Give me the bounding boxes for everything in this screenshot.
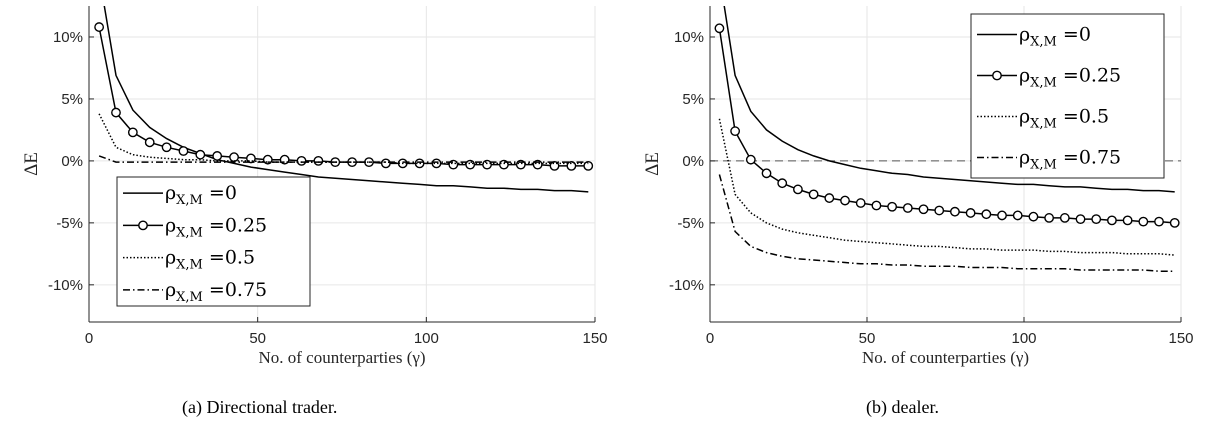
legend-marker [992,70,1002,81]
x-tick-label: 0 [85,330,93,347]
panel-caption: (b) dealer. [866,397,939,418]
data-point-marker [761,168,772,179]
data-point-marker [1091,214,1102,225]
data-point-marker [583,160,594,171]
legend-label-0: ρX,M =0 [1019,24,1091,50]
data-point-marker [950,206,960,217]
series-line-0 [723,6,1175,193]
data-point-marker [965,208,976,218]
data-point-marker [127,127,138,138]
y-tick-label: -5% [56,215,83,232]
data-point-marker [1059,213,1070,223]
data-point-marker [902,203,913,213]
x-axis-label: No. of counterparties (γ) [862,348,1029,367]
legend-label-3: ρX,M =0.75 [1019,147,1121,173]
data-point-marker [1138,216,1149,227]
legend-label-2: ρX,M =0.5 [1019,106,1109,132]
data-point-marker [1169,217,1180,228]
legend-label-2: ρX,M =0.5 [165,247,255,273]
series-line-0 [103,6,589,193]
series-line-3 [98,155,589,163]
chart-panel-b: 0 50 100 150 10% 5% 0% -5% -10% No. of counterpar… [642,6,1194,418]
data-point-marker [1107,215,1117,226]
data-point-marker [1012,210,1023,221]
data-point-marker [855,198,866,208]
data-point-marker [997,210,1007,221]
data-point-marker [1122,215,1133,226]
x-tick-label: 100 [414,330,439,347]
data-point-marker [1154,216,1164,227]
data-point-marker [871,200,882,211]
y-tick-label: -10% [48,277,83,294]
y-tick-label: -10% [669,277,704,294]
series-group [94,6,594,193]
y-axis-label: ΔE [21,152,42,176]
legend-box [970,13,1165,179]
series-group [714,6,1180,272]
legend: ρX,M =0 ρX,M =0.25 ρX,M =0.5 ρX,M =0.75 [116,176,311,307]
data-point-marker [840,195,850,206]
x-tick-label: 50 [249,330,266,347]
x-tick-label: 150 [1168,330,1193,347]
series-line-3 [718,174,1175,272]
legend-marker [138,220,148,231]
data-point-marker [1028,211,1039,222]
x-tick-label: 0 [706,330,714,347]
chart-panel-a: 0 50 100 150 10% 5% 0% -5% -10% No. of counterpar… [21,6,608,418]
x-tick-label: 150 [582,330,607,347]
data-point-marker [745,154,756,165]
series-line-1 [98,26,589,167]
data-point-marker [431,158,442,169]
panel-caption: (a) Directional trader. [182,397,337,418]
data-point-marker [94,22,105,32]
data-point-marker [824,193,835,203]
data-point-marker [887,201,898,212]
data-point-marker [161,142,172,153]
data-point-marker [380,158,391,169]
y-tick-label: 0% [682,153,704,170]
data-point-marker [981,209,992,220]
x-tick-label: 100 [1011,330,1036,347]
y-tick-label: 10% [53,29,83,46]
data-point-marker [212,151,223,161]
x-axis-label: No. of counterparties (γ) [258,348,425,367]
y-tick-label: 5% [61,91,83,108]
data-point-marker [178,146,189,156]
x-tick-label: 50 [859,330,876,347]
data-point-marker [465,159,476,170]
legend-label-1: ρX,M =0.25 [1019,65,1121,91]
data-point-marker [1075,214,1086,225]
legend-label-3: ρX,M =0.75 [165,279,267,305]
y-axis-label: ΔE [642,152,663,176]
data-point-marker [918,204,929,215]
legend: ρX,M =0 ρX,M =0.25 ρX,M =0.5 ρX,M =0.75 [970,13,1165,179]
y-tick-label: 10% [674,29,704,46]
data-point-marker [111,107,121,118]
legend-label-0: ρX,M =0 [165,182,237,208]
y-tick-label: 5% [682,91,704,108]
data-point-marker [482,159,492,170]
data-point-marker [1044,213,1055,223]
series-line-2 [718,118,1175,256]
data-point-marker [793,184,803,195]
data-point-marker [229,152,239,163]
y-tick-label: -5% [677,215,704,232]
data-point-marker [730,126,741,137]
data-point-marker [313,156,324,166]
data-point-marker [144,137,155,148]
data-point-marker [296,156,307,166]
y-tick-label: 0% [61,153,83,170]
data-point-marker [714,23,725,34]
legend-label-1: ρX,M =0.25 [165,214,267,240]
data-point-marker [195,149,206,160]
legend-box [116,176,311,307]
data-point-marker [934,205,945,216]
data-point-marker [808,189,819,200]
series-line-2 [98,113,589,165]
data-point-marker [777,178,788,189]
data-point-marker [566,160,577,171]
